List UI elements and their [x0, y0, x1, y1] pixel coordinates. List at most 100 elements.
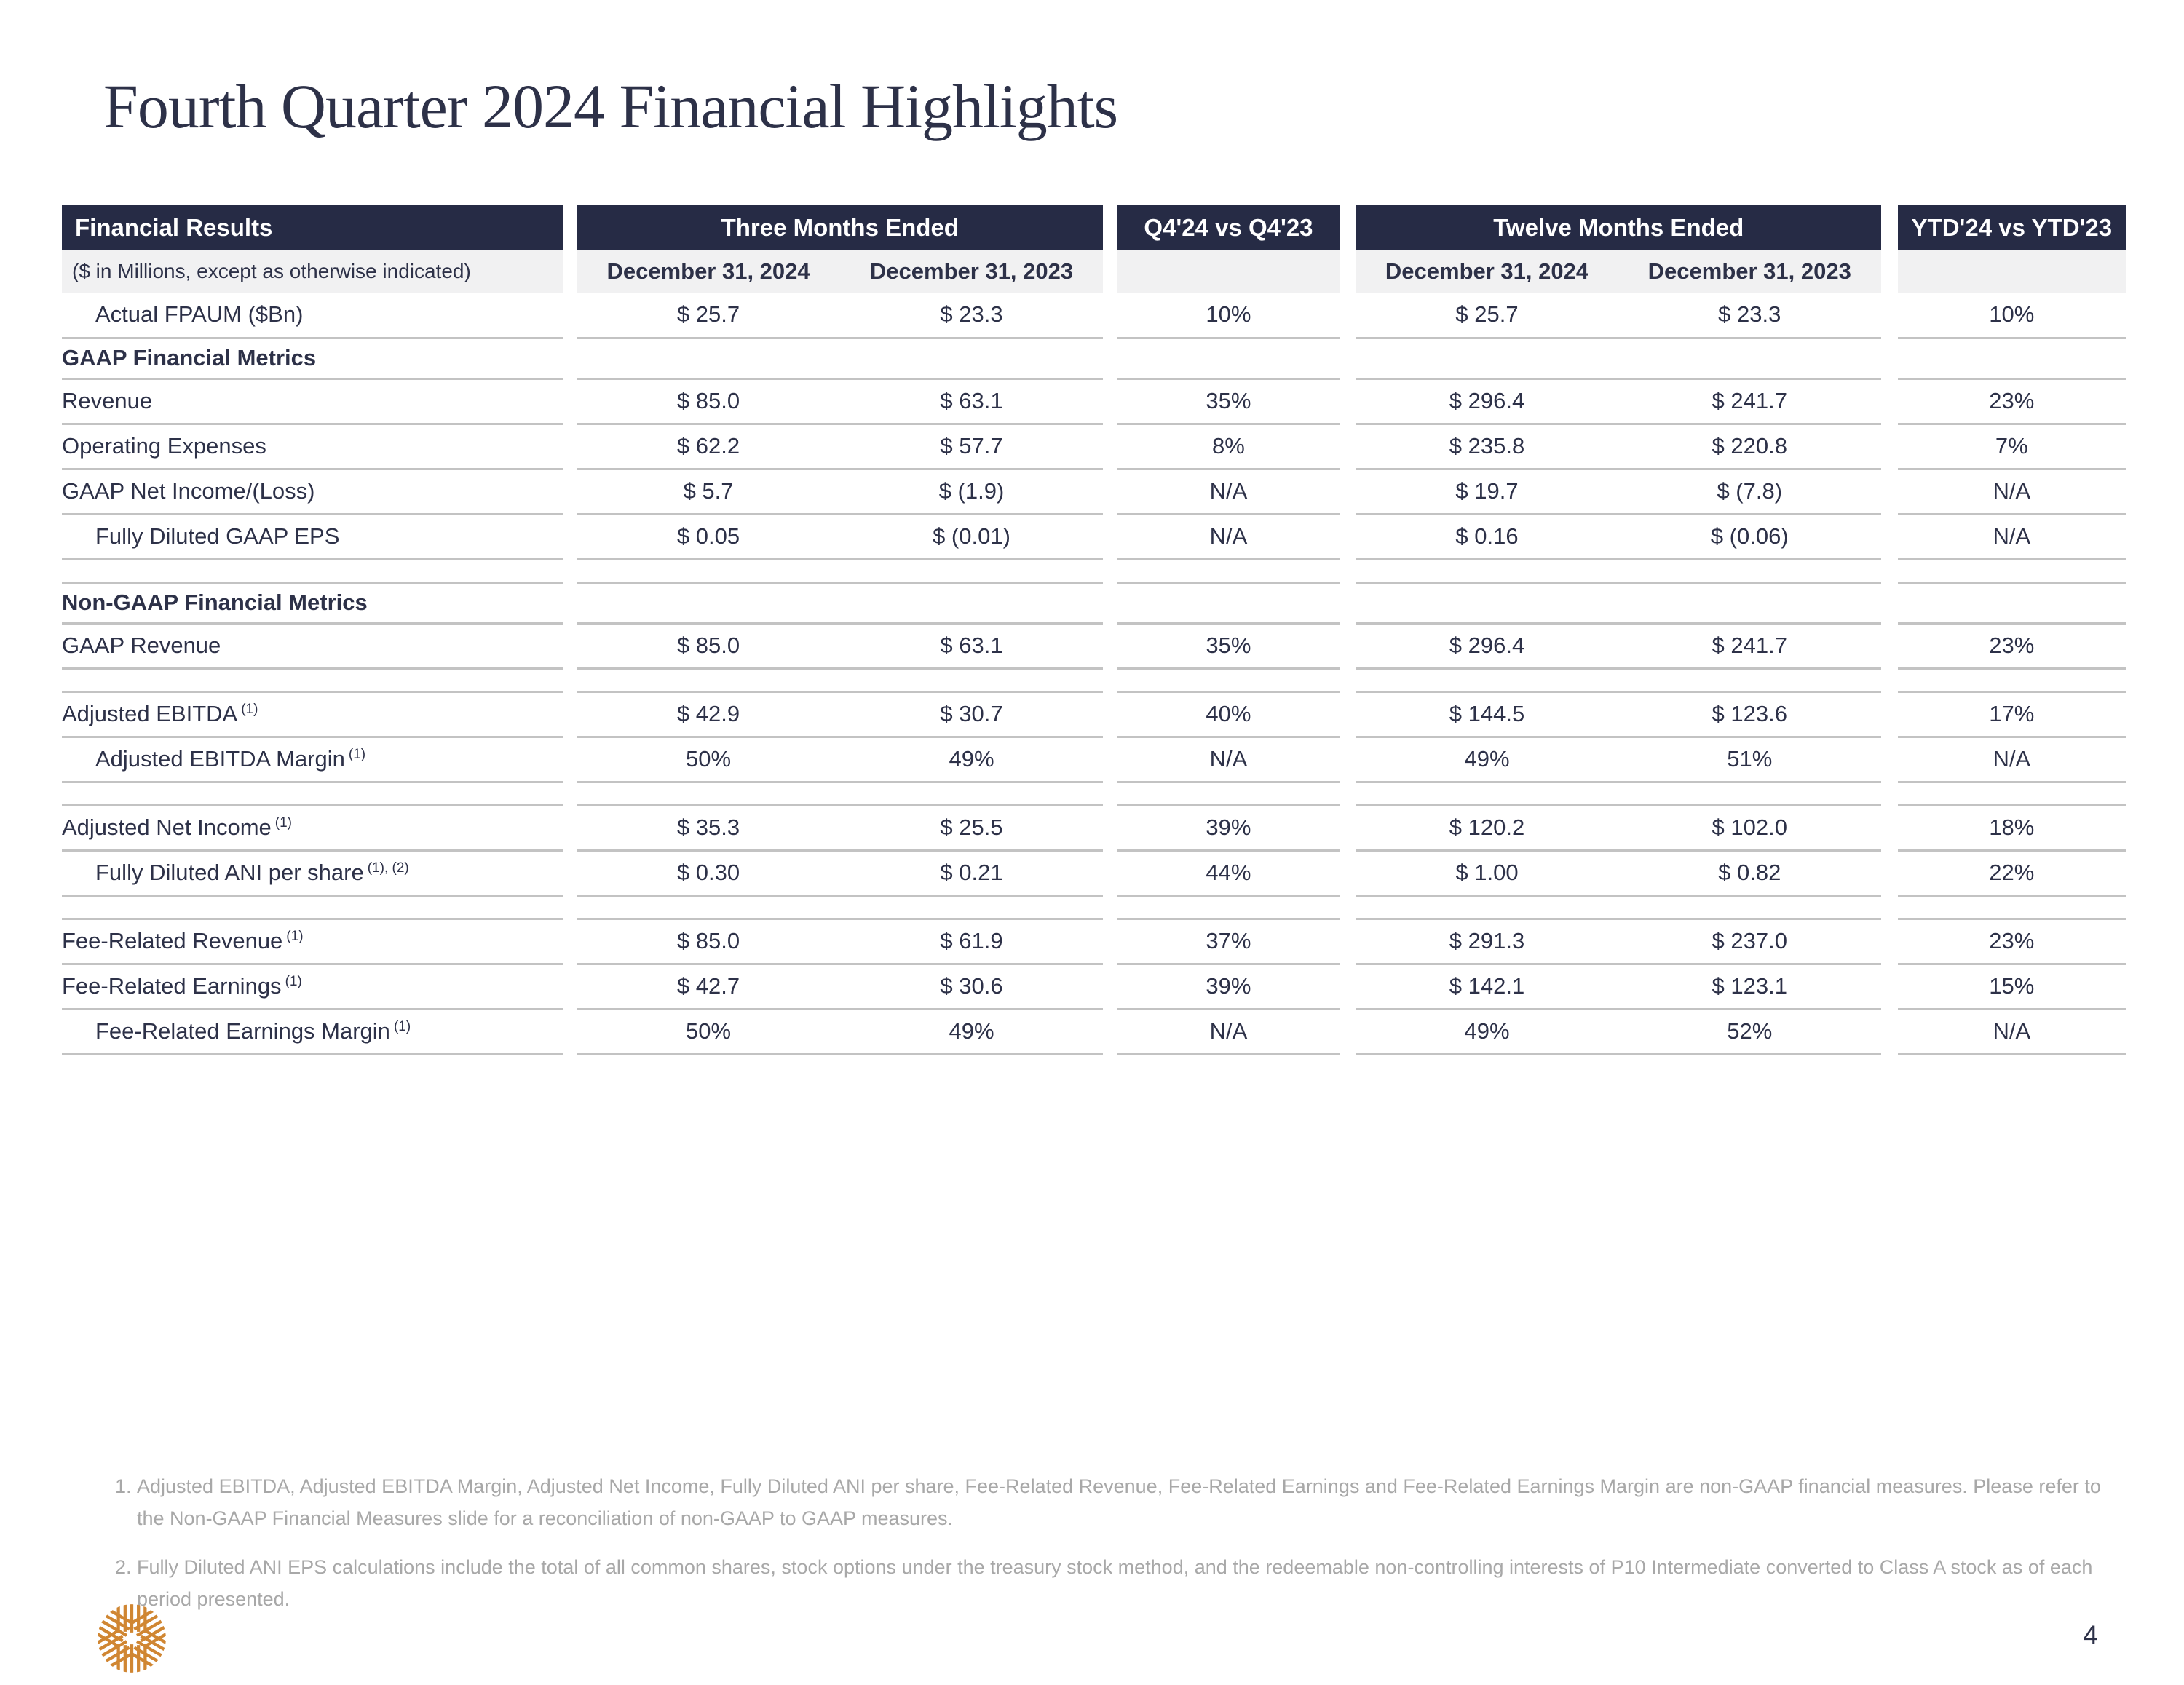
- units-note: ($ in Millions, except as otherwise indi…: [62, 250, 563, 293]
- cell-value: $ 0.21: [839, 850, 1104, 897]
- cell-value: [1618, 895, 1881, 920]
- cell-value: [1356, 782, 1618, 806]
- cell-value: $ 123.1: [1618, 964, 1881, 1010]
- cell-value: 8%: [1116, 424, 1341, 470]
- column-gap: [563, 782, 577, 805]
- cell-value: $ 25.7: [577, 293, 840, 339]
- cell-value: [577, 338, 840, 380]
- cell-value: N/A: [1116, 469, 1341, 515]
- column-gap: [1103, 691, 1117, 737]
- cell-value: $ 241.7: [1618, 623, 1881, 670]
- table-row: Revenue $ 85.0 $ 63.1 35% $ 296.4 $ 241.7 23%: [62, 378, 2126, 425]
- cell-value: [1116, 582, 1341, 625]
- cell-value: 49%: [839, 737, 1104, 783]
- cell-value: [577, 582, 840, 625]
- table-row: Operating Expenses $ 62.2 $ 57.7 8% $ 235.8 $…: [62, 424, 2126, 470]
- cell-value: $ 296.4: [1356, 623, 1618, 670]
- column-gap: [1880, 895, 1898, 919]
- cell-value: [1618, 782, 1881, 806]
- footnote-ref: (1): [348, 746, 366, 762]
- footnote-list: Adjusted EBITDA, Adjusted EBITDA Margin,…: [103, 1470, 2120, 1615]
- column-gap: [1880, 964, 1898, 1009]
- cell-value: 39%: [1116, 964, 1341, 1010]
- cell-value: $ 102.0: [1618, 805, 1881, 852]
- footnotes: Adjusted EBITDA, Adjusted EBITDA Margin,…: [103, 1470, 2120, 1631]
- column-gap: [1880, 250, 1898, 293]
- cell-value: $ 296.4: [1356, 378, 1618, 425]
- header-ytd-comparison: YTD'24 vs YTD'23: [1897, 205, 2126, 250]
- cell-value: [1116, 668, 1341, 693]
- column-gap: [1340, 623, 1356, 668]
- section-row: GAAP Financial Metrics: [62, 338, 2126, 380]
- column-gap: [1880, 559, 1898, 582]
- header-three-months-ended: Three Months Ended: [577, 205, 1104, 250]
- spacer-row: [62, 668, 2126, 693]
- column-gap: [1880, 378, 1898, 424]
- row-label: Operating Expenses: [62, 424, 563, 470]
- p10-logo-icon: [98, 1604, 166, 1673]
- row-label: [62, 782, 563, 806]
- cell-value: N/A: [1897, 469, 2126, 515]
- column-gap: [1103, 582, 1117, 623]
- cell-value: [577, 668, 840, 693]
- subheader-date-ytd-2023: December 31, 2023: [1618, 250, 1881, 293]
- financial-highlights-table: Financial Results Three Months Ended Q4'…: [62, 205, 2126, 1055]
- column-gap: [1340, 205, 1356, 250]
- cell-value: $ 85.0: [577, 919, 840, 965]
- cell-value: [839, 782, 1104, 806]
- cell-value: [839, 582, 1104, 625]
- header-financial-results: Financial Results: [62, 205, 563, 250]
- cell-value: [839, 668, 1104, 693]
- row-label: [62, 668, 563, 693]
- column-gap: [1103, 850, 1117, 895]
- cell-value: [1618, 559, 1881, 584]
- table-row: Adjusted EBITDA Margin (1) 50% 49% N/A 49% 51%…: [62, 737, 2126, 783]
- column-gap: [1103, 338, 1117, 378]
- cell-value: $ 42.7: [577, 964, 840, 1010]
- table-row: Fully Diluted GAAP EPS $ 0.05 $ (0.01) N/A $…: [62, 514, 2126, 560]
- column-gap: [1880, 1009, 1898, 1054]
- column-gap: [563, 805, 577, 850]
- row-label: Fee-Related Earnings (1): [62, 964, 563, 1010]
- cell-value: $ 25.7: [1356, 293, 1618, 339]
- column-gap: [563, 895, 577, 919]
- cell-value: 23%: [1897, 623, 2126, 670]
- cell-value: [839, 895, 1104, 920]
- table-head: Financial Results Three Months Ended Q4'…: [62, 205, 2126, 293]
- column-gap: [563, 1009, 577, 1054]
- table-body: Actual FPAUM ($Bn) $ 25.7 $ 23.3 10% $ 25.7 $…: [62, 293, 2126, 1055]
- cell-value: N/A: [1897, 1009, 2126, 1055]
- cell-value: [1897, 668, 2126, 693]
- row-label: Adjusted EBITDA (1): [62, 691, 563, 738]
- table-row: Fully Diluted ANI per share (1), (2) $ 0.3…: [62, 850, 2126, 897]
- column-gap: [1103, 424, 1117, 469]
- cell-value: 37%: [1116, 919, 1341, 965]
- column-gap: [1340, 559, 1356, 582]
- footnote-ref: (1), (2): [367, 860, 409, 876]
- cell-value: $ (0.01): [839, 514, 1104, 560]
- row-label: Fully Diluted GAAP EPS: [62, 514, 563, 560]
- column-gap: [1340, 691, 1356, 737]
- column-gap: [1880, 668, 1898, 691]
- column-gap: [1880, 205, 1898, 250]
- row-label: Non-GAAP Financial Metrics: [62, 582, 563, 625]
- column-gap: [1103, 737, 1117, 782]
- cell-value: [1356, 895, 1618, 920]
- cell-value: 49%: [839, 1009, 1104, 1055]
- cell-value: $ 120.2: [1356, 805, 1618, 852]
- cell-value: 22%: [1897, 850, 2126, 897]
- column-gap: [1103, 1009, 1117, 1054]
- footnote-ref: (1): [241, 701, 258, 717]
- cell-value: $ 142.1: [1356, 964, 1618, 1010]
- cell-value: 51%: [1618, 737, 1881, 783]
- column-gap: [563, 378, 577, 424]
- subheader-date-q4-2024: December 31, 2024: [577, 250, 840, 293]
- subheader-empty: [1116, 250, 1341, 293]
- row-label: Fully Diluted ANI per share (1), (2): [62, 850, 563, 897]
- subheader-empty: [1897, 250, 2126, 293]
- cell-value: $ 62.2: [577, 424, 840, 470]
- cell-value: [1116, 782, 1341, 806]
- spacer-row: [62, 782, 2126, 806]
- cell-value: $ 63.1: [839, 623, 1104, 670]
